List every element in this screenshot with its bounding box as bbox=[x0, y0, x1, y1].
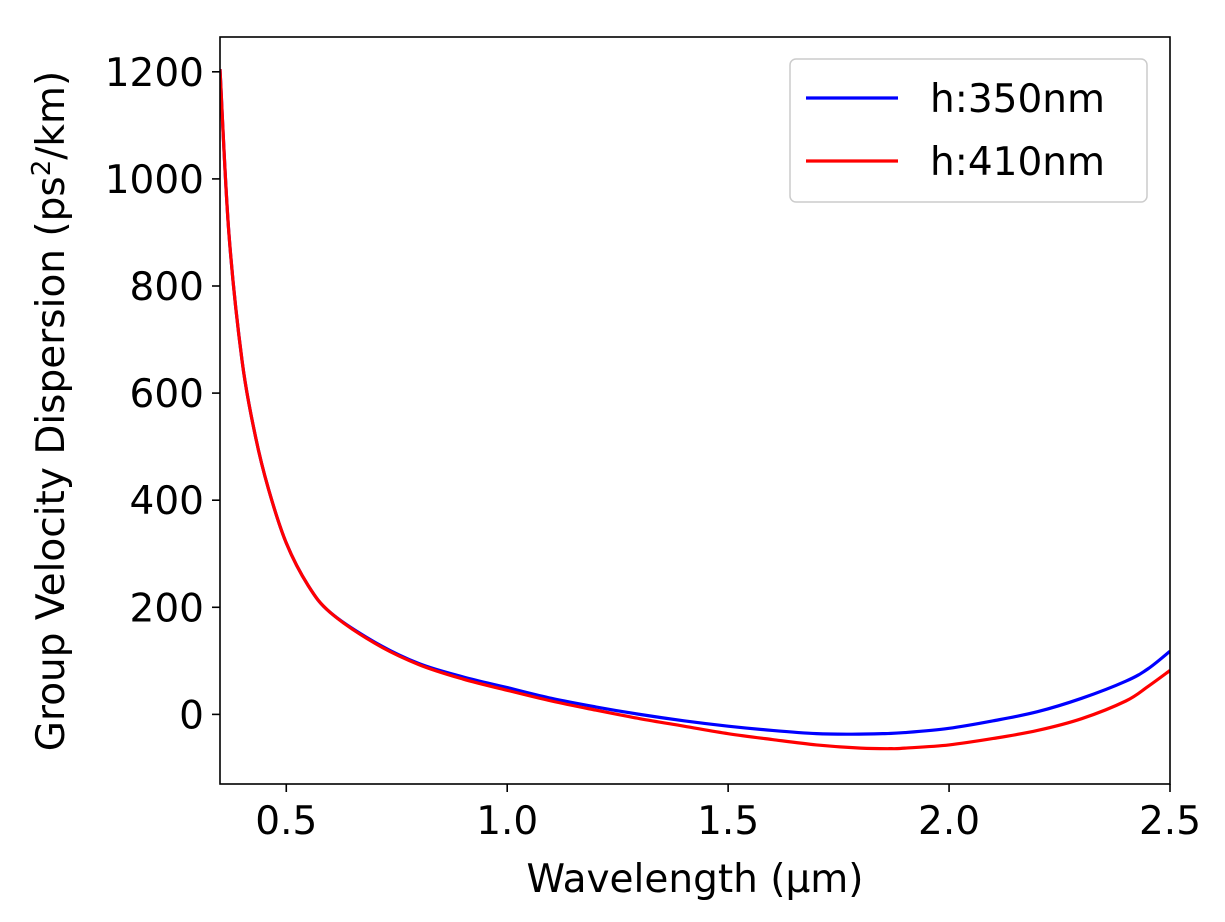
x-axis-label: Wavelength (μm) bbox=[527, 857, 864, 902]
y-axis-label-main: Group Velocity Dispersion (ps bbox=[29, 176, 74, 751]
y-axis-label: Group Velocity Dispersion (ps2/km) bbox=[27, 71, 74, 751]
x-axis-ticks: 0.5 1.0 1.5 2.0 2.5 bbox=[255, 784, 1201, 844]
y-tick-label: 0 bbox=[179, 693, 204, 738]
legend-label-h410: h:410nm bbox=[930, 140, 1105, 185]
y-tick-label: 200 bbox=[130, 586, 204, 631]
y-tick-label: 1000 bbox=[105, 158, 204, 203]
series-layer bbox=[220, 69, 1170, 751]
legend: h:350nm h:410nm bbox=[789, 58, 1148, 203]
x-tick-label: 2.0 bbox=[918, 799, 980, 844]
legend-label-h350: h:350nm bbox=[930, 77, 1105, 122]
y-tick-label: 400 bbox=[130, 479, 204, 524]
x-tick-label: 0.5 bbox=[255, 799, 317, 844]
y-axis-label-tail: /km) bbox=[29, 71, 74, 160]
y-axis-label-superscript: 2 bbox=[27, 160, 57, 177]
series-line-h410nm bbox=[220, 69, 1170, 751]
y-tick-label: 600 bbox=[130, 372, 204, 417]
x-tick-label: 1.5 bbox=[697, 799, 759, 844]
legend-box bbox=[789, 58, 1148, 203]
y-tick-label: 1200 bbox=[105, 51, 204, 96]
x-tick-label: 1.0 bbox=[476, 799, 538, 844]
y-axis-ticks: 0 200 400 600 800 1000 1200 bbox=[105, 51, 220, 738]
y-tick-label: 800 bbox=[130, 265, 204, 310]
axes-frame bbox=[219, 36, 1171, 785]
x-tick-label: 2.5 bbox=[1139, 799, 1201, 844]
